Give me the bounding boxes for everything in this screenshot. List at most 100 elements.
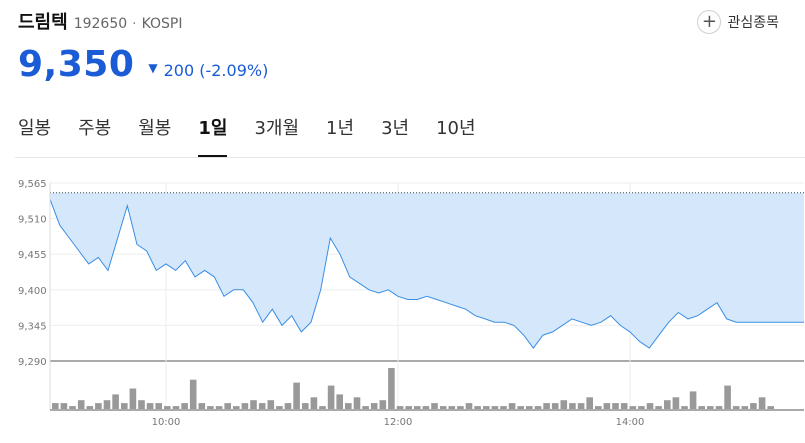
volume-bar — [362, 406, 369, 409]
period-tabs: 일봉 주봉 월봉 1일 3개월 1년 3년 10년 — [18, 114, 503, 157]
volume-bar — [121, 403, 128, 409]
volume-bar — [129, 388, 137, 409]
volume-bar — [715, 406, 723, 409]
volume-bar — [181, 403, 188, 409]
volume-bar — [612, 403, 619, 409]
volume-bar — [457, 406, 464, 409]
volume-bar — [750, 403, 757, 409]
volume-bar — [603, 403, 611, 409]
tab-0[interactable]: 일봉 — [18, 118, 52, 139]
x-tick-label: 12:00 — [384, 417, 413, 428]
volume-bar — [767, 406, 774, 409]
favorite-label: 관심종목 — [727, 15, 779, 31]
add-favorite-button[interactable]: + 관심종목 — [697, 10, 779, 34]
volume-bar — [646, 403, 654, 409]
volume-bar — [327, 385, 335, 409]
volume-bar — [414, 406, 421, 409]
volume-bar — [483, 406, 490, 409]
tab-5[interactable]: 1년 — [326, 118, 355, 139]
volume-bar — [638, 406, 645, 409]
volume-bar — [586, 397, 593, 409]
tab-7[interactable]: 10년 — [436, 118, 476, 139]
volume-bar — [439, 406, 447, 409]
volume-bar — [707, 406, 714, 409]
volume-bar — [267, 400, 275, 409]
tab-2[interactable]: 월봉 — [138, 118, 172, 139]
volume-bar — [302, 403, 309, 409]
y-tick-label: 9,565 — [18, 179, 47, 190]
volume-bar — [60, 403, 68, 409]
volume-bar — [336, 394, 343, 409]
volume-bar — [353, 397, 361, 409]
tab-3[interactable]: 1일 — [198, 114, 228, 157]
volume-bar — [474, 406, 481, 409]
down-arrow-icon: ▼ — [148, 61, 158, 75]
volume-bar — [689, 391, 697, 409]
stock-code: 192650 — [73, 16, 128, 32]
volume-bar — [207, 406, 214, 409]
volume-bar — [448, 406, 456, 409]
tab-4[interactable]: 3개월 — [254, 118, 300, 139]
stock-header: 드림텍 192650 · KOSPI — [18, 8, 183, 34]
y-tick-label: 9,510 — [18, 215, 47, 226]
volume-bar — [233, 406, 240, 409]
tab-1[interactable]: 주봉 — [78, 118, 112, 139]
volume-bar — [724, 385, 731, 409]
current-price: 9,350 — [18, 44, 135, 85]
volume-bar — [258, 403, 266, 409]
volume-bar — [664, 400, 671, 409]
volume-bar — [620, 403, 628, 409]
volume-bar — [698, 406, 705, 409]
volume-bar — [310, 397, 318, 409]
price-row: 9,350 ▼ 200 (-2.09%) — [18, 44, 268, 85]
y-tick-label: 9,345 — [18, 321, 47, 332]
volume-bar — [250, 400, 257, 409]
volume-bar — [526, 406, 533, 409]
volume-bar — [77, 400, 85, 409]
volume-bar — [560, 400, 568, 409]
volume-bar — [569, 403, 576, 409]
volume-bar — [655, 406, 662, 409]
volume-bar — [189, 379, 197, 409]
volume-bar — [500, 406, 507, 409]
price-area — [50, 192, 804, 349]
volume-bar — [52, 403, 59, 409]
plus-icon: + — [697, 10, 722, 34]
volume-bar — [543, 403, 550, 409]
volume-bar — [215, 406, 223, 409]
volume-bar — [86, 406, 94, 409]
volume-bar — [146, 403, 154, 409]
volume-bar — [319, 406, 326, 409]
y-tick-label: 9,290 — [18, 357, 47, 368]
volume-bar — [198, 403, 206, 409]
y-tick-label: 9,455 — [18, 250, 47, 261]
volume-bar — [508, 403, 516, 409]
volume-bar — [422, 406, 430, 409]
volume-bar — [112, 394, 119, 409]
volume-bar — [172, 406, 180, 409]
tab-6[interactable]: 3년 — [381, 118, 410, 139]
market-label: KOSPI — [141, 16, 183, 32]
volume-bar — [379, 400, 387, 409]
x-tick-label: 10:00 — [152, 417, 181, 428]
volume-bar — [595, 406, 602, 409]
volume-bar — [69, 406, 76, 409]
volume-bar — [577, 403, 585, 409]
volume-bar — [672, 397, 680, 409]
volume-bar — [551, 403, 559, 409]
x-tick-label: 14:00 — [616, 417, 645, 428]
price-change: 200 (-2.09%) — [163, 61, 269, 80]
volume-bar — [103, 400, 111, 409]
separator-dot: · — [132, 16, 137, 32]
volume-bar — [138, 400, 145, 409]
volume-bar — [396, 406, 404, 409]
volume-bar — [629, 406, 637, 409]
volume-bar — [224, 403, 231, 409]
volume-bar — [388, 368, 395, 409]
volume-bar — [465, 403, 473, 409]
volume-bar — [732, 406, 740, 409]
volume-bar — [517, 406, 524, 409]
stock-name: 드림텍 — [18, 12, 68, 33]
price-line — [49, 199, 804, 349]
